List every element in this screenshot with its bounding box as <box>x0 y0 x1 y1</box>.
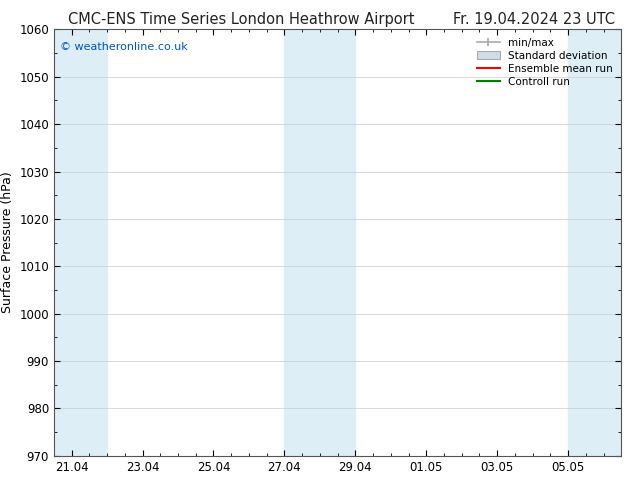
Text: © weatheronline.co.uk: © weatheronline.co.uk <box>60 42 187 52</box>
Bar <box>285 29 355 456</box>
Y-axis label: Surface Pressure (hPa): Surface Pressure (hPa) <box>1 172 14 314</box>
Legend: min/max, Standard deviation, Ensemble mean run, Controll run: min/max, Standard deviation, Ensemble me… <box>473 34 617 91</box>
Bar <box>568 29 621 456</box>
Text: Fr. 19.04.2024 23 UTC: Fr. 19.04.2024 23 UTC <box>453 12 615 27</box>
Text: CMC-ENS Time Series London Heathrow Airport: CMC-ENS Time Series London Heathrow Airp… <box>68 12 414 27</box>
Bar <box>54 29 107 456</box>
